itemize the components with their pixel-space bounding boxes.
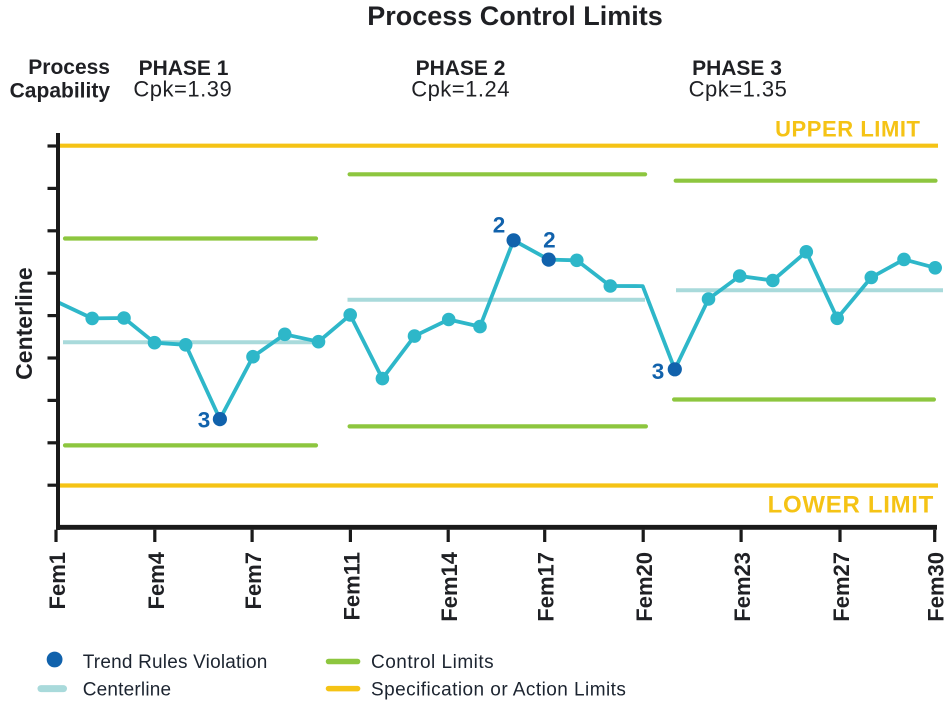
svg-text:Fem23: Fem23: [730, 552, 755, 622]
svg-text:Process: Process: [28, 56, 110, 79]
svg-text:Fem11: Fem11: [339, 552, 364, 621]
svg-text:UPPER LIMIT: UPPER LIMIT: [775, 117, 920, 142]
svg-text:Cpk=1.39: Cpk=1.39: [133, 77, 232, 102]
svg-text:Process Control Limits: Process Control Limits: [367, 1, 663, 31]
svg-text:Fem14: Fem14: [437, 551, 462, 621]
svg-text:3: 3: [652, 359, 665, 384]
svg-text:Fem4: Fem4: [144, 551, 169, 609]
svg-text:Fem30: Fem30: [924, 552, 949, 622]
svg-text:Cpk=1.24: Cpk=1.24: [411, 77, 510, 102]
svg-text:Capability: Capability: [10, 80, 111, 103]
svg-text:PHASE 1: PHASE 1: [139, 57, 229, 80]
svg-text:Fem1: Fem1: [45, 552, 70, 609]
svg-text:Fem20: Fem20: [632, 552, 657, 622]
svg-text:Control Limits: Control Limits: [371, 652, 494, 673]
svg-text:Fem17: Fem17: [534, 552, 559, 622]
svg-text:Specification or Action Limits: Specification or Action Limits: [371, 680, 626, 701]
svg-text:Fem7: Fem7: [241, 552, 266, 609]
svg-text:PHASE 3: PHASE 3: [692, 57, 782, 80]
svg-text:2: 2: [543, 228, 556, 253]
svg-text:2: 2: [493, 212, 506, 237]
svg-text:3: 3: [198, 408, 211, 433]
svg-text:Trend Rules Violation: Trend Rules Violation: [83, 652, 268, 673]
svg-text:Cpk=1.35: Cpk=1.35: [689, 77, 788, 102]
svg-text:Centerline: Centerline: [11, 267, 37, 379]
svg-text:Centerline: Centerline: [83, 680, 172, 701]
svg-text:Fem27: Fem27: [829, 552, 854, 622]
svg-text:LOWER LIMIT: LOWER LIMIT: [768, 492, 934, 519]
svg-text:PHASE 2: PHASE 2: [416, 57, 506, 80]
